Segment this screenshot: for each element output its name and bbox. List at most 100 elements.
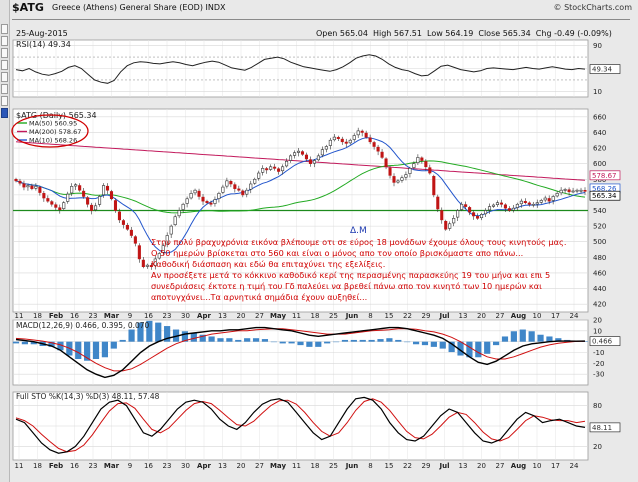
candle-body bbox=[82, 190, 86, 197]
macd-histogram-bar bbox=[546, 336, 553, 342]
candle-body bbox=[221, 186, 225, 193]
candle-body bbox=[483, 210, 488, 215]
candle-body bbox=[535, 202, 539, 205]
x-tick-label: 11 bbox=[15, 312, 24, 320]
candle-body bbox=[503, 204, 507, 209]
candle-body bbox=[245, 189, 249, 195]
macd-last-label-box bbox=[589, 336, 621, 346]
macd-line bbox=[15, 326, 586, 379]
candle-body bbox=[50, 201, 54, 205]
price-end-label: 568.26 bbox=[592, 185, 617, 193]
macd-histogram-bar bbox=[21, 341, 28, 345]
x-tick-label: 13 bbox=[218, 312, 227, 320]
candle-body bbox=[86, 197, 90, 205]
left-toolbar bbox=[0, 0, 10, 482]
symbol-title: $ATG bbox=[12, 1, 44, 14]
macd-y-tick-label: -10 bbox=[593, 349, 604, 357]
sto-x-tick-label: 9 bbox=[128, 462, 132, 470]
candle-body bbox=[436, 196, 440, 210]
candle-body bbox=[480, 214, 484, 219]
macd-histogram-bar bbox=[101, 341, 109, 358]
macd-histogram-bar bbox=[341, 339, 349, 342]
candle-body bbox=[515, 203, 519, 208]
candle-body bbox=[121, 220, 125, 225]
macd-histogram-bar bbox=[12, 341, 20, 344]
x-tick-label: 25 bbox=[329, 312, 338, 320]
sto-x-tick-label: 15 bbox=[385, 462, 394, 470]
macd-histogram-bar bbox=[208, 336, 215, 342]
candle-body bbox=[22, 183, 26, 188]
macd-histogram-bar bbox=[84, 341, 91, 361]
sto-x-tick-label: 25 bbox=[329, 462, 338, 470]
candle-body bbox=[408, 168, 412, 174]
sto-x-tick-label: 13 bbox=[459, 462, 468, 470]
toolbar-button[interactable] bbox=[1, 84, 8, 94]
candle-body bbox=[161, 245, 165, 253]
toolbar-button[interactable] bbox=[1, 72, 8, 82]
candle-body bbox=[472, 212, 476, 217]
macd-histogram-bar bbox=[261, 339, 269, 342]
toolbar-button[interactable] bbox=[1, 60, 8, 70]
macd-histogram-bar bbox=[48, 341, 55, 347]
macd-histogram-bar bbox=[119, 339, 126, 342]
macd-histogram-bar bbox=[457, 341, 464, 356]
legend-entry: MA(50) 560.95 bbox=[29, 120, 77, 128]
legend-highlight-ellipse bbox=[11, 114, 89, 148]
macd-histogram-bar bbox=[466, 341, 473, 358]
candle-body bbox=[328, 139, 332, 146]
macd-y-tick-label: 20 bbox=[593, 317, 602, 325]
macd-histogram-bar bbox=[92, 341, 100, 359]
candle-body bbox=[42, 193, 46, 199]
candle-body bbox=[448, 223, 452, 229]
sto-x-tick-label: Feb bbox=[49, 462, 63, 470]
candle-body bbox=[368, 137, 372, 143]
candle-body bbox=[432, 176, 436, 196]
legend-entry: MA(200) 578.67 bbox=[29, 128, 81, 136]
toolbar-button[interactable] bbox=[1, 48, 8, 58]
macd-histogram-bar bbox=[324, 341, 331, 344]
macd-histogram-bar bbox=[137, 322, 144, 342]
x-tick-label: May bbox=[270, 312, 286, 320]
x-tick-label: Jul bbox=[439, 312, 450, 320]
rsi-last-label: 49.34 bbox=[592, 66, 613, 74]
candle-body bbox=[555, 193, 559, 197]
macd-histogram-bar bbox=[359, 339, 366, 342]
toolbar-button[interactable] bbox=[1, 36, 8, 46]
sto-x-tick-label: Jun bbox=[345, 462, 359, 470]
sto-x-tick-label: 27 bbox=[255, 462, 264, 470]
toolbar-button[interactable] bbox=[1, 108, 8, 118]
candle-body bbox=[308, 159, 312, 164]
toolbar-button[interactable] bbox=[1, 24, 8, 34]
candle-body bbox=[304, 154, 309, 160]
macd-y-tick-label: -30 bbox=[593, 371, 604, 379]
x-tick-label: 27 bbox=[496, 312, 505, 320]
sto-title: Full STO %K(14,3) %D(3) 48.11, 57.48 bbox=[16, 392, 160, 401]
price-y-tick-label: 540 bbox=[593, 207, 606, 215]
candle-body bbox=[185, 198, 189, 204]
sto-x-tick-label: 23 bbox=[163, 462, 172, 470]
sto-x-tick-label: 18 bbox=[311, 462, 320, 470]
macd-histogram-bar bbox=[475, 341, 482, 358]
candle-body bbox=[125, 224, 129, 230]
candle-body bbox=[253, 178, 257, 184]
sto-x-tick-label: Jul bbox=[439, 462, 450, 470]
candle-body bbox=[145, 264, 149, 267]
candle-body bbox=[98, 196, 102, 205]
candle-body bbox=[531, 203, 535, 206]
x-tick-label: 30 bbox=[181, 312, 190, 320]
candle-body bbox=[197, 190, 201, 197]
candle-body bbox=[90, 204, 94, 211]
candle-body bbox=[428, 167, 432, 174]
candle-body bbox=[388, 167, 392, 176]
candle-body bbox=[233, 184, 237, 189]
candle-body bbox=[181, 203, 185, 210]
price-y-tick-label: 480 bbox=[593, 254, 606, 262]
candle-body bbox=[332, 136, 336, 141]
macd-histogram-bar bbox=[448, 341, 455, 353]
x-tick-label: 11 bbox=[292, 312, 301, 320]
macd-histogram-bar bbox=[146, 320, 153, 342]
x-tick-label: 8 bbox=[368, 312, 372, 320]
candle-body bbox=[360, 130, 364, 133]
toolbar-button[interactable] bbox=[1, 96, 8, 106]
